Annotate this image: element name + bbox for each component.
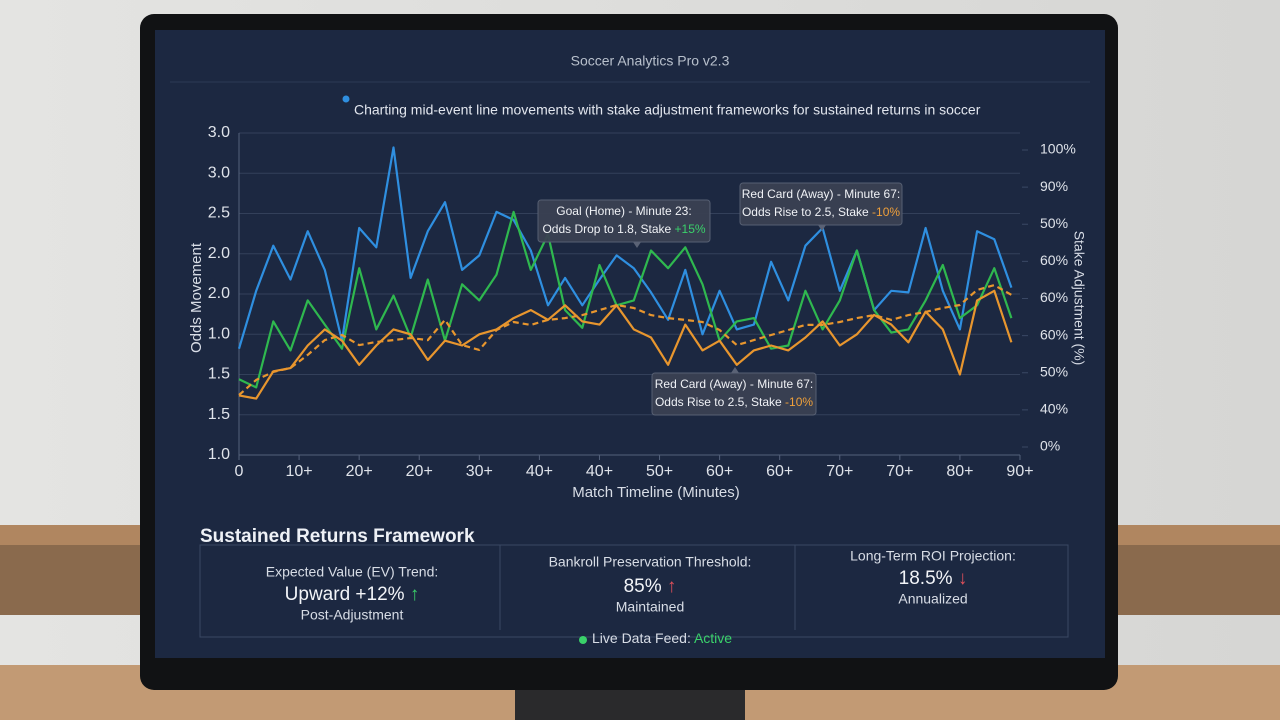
x-tick-label: 20+ [346, 463, 373, 480]
app-title: Soccer Analytics Pro v2.3 [571, 53, 730, 69]
annotation-title: Red Card (Away) - Minute 67: [655, 377, 814, 391]
annotation-title: Red Card (Away) - Minute 67: [742, 187, 901, 201]
series-line [238, 210, 1013, 389]
series-line [238, 289, 1013, 400]
y-tick-label: 1.5 [208, 406, 230, 423]
x-tick-label: 80+ [946, 463, 973, 480]
x-tick-label: 60+ [766, 463, 793, 480]
y2-tick-label: 50% [1040, 363, 1068, 379]
x-tick-label: 10+ [286, 463, 313, 480]
annotation: Goal (Home) - Minute 23: Odds Drop to 1.8… [537, 199, 711, 248]
annotation-stake: -10% [785, 395, 813, 409]
y-tick-label: 2.5 [208, 205, 230, 222]
card-note: Annualized [898, 591, 967, 607]
annotation-pointer [731, 367, 739, 373]
y-tick-label: 1.5 [208, 366, 230, 383]
annotation-detail: Odds Drop to 1.8, Stake +15% [542, 222, 705, 236]
y2-tick-label: 60% [1040, 252, 1068, 268]
card-label: Expected Value (EV) Trend: [266, 564, 439, 580]
card-note: Maintained [616, 599, 685, 615]
x-tick-label: 70+ [826, 463, 853, 480]
card-label: Bankroll Preservation Threshold: [549, 554, 752, 570]
y2-tick-label: 0% [1040, 438, 1060, 454]
y2-tick-label: 40% [1040, 401, 1068, 417]
card-value-text: 85% [624, 576, 662, 597]
card-arrow: ↓ [958, 568, 968, 589]
y2-tick-label: 60% [1040, 326, 1068, 342]
subtitle-dot [342, 95, 350, 103]
annotation-detail-text: Odds Rise to 2.5, Stake [742, 205, 872, 219]
annotation-detail: Odds Rise to 2.5, Stake -10% [742, 205, 900, 219]
x-axis-label: Match Timeline (Minutes) [572, 484, 740, 501]
footer-status: Active [694, 630, 732, 646]
chart: 1.0 1.5 1.5 1.0 2.0 2.0 2.5 3.0 3.0 0% 40% 50% 60% 60… [208, 124, 1076, 480]
live-dot [579, 636, 587, 644]
y-tick-label: 1.0 [208, 446, 230, 463]
x-tick-label: 70+ [886, 463, 913, 480]
y-tick-label: 2.0 [208, 285, 230, 302]
series-line [237, 146, 1013, 350]
x-tick-label: 90+ [1006, 463, 1033, 480]
y-tick-label: 3.0 [208, 164, 230, 181]
x-tick-label: 20+ [406, 463, 433, 480]
annotation-detail-text: Odds Drop to 1.8, Stake [542, 222, 674, 236]
annotation-pointer [818, 225, 826, 231]
annotation-box [537, 199, 711, 243]
footer: Live Data Feed: Active [592, 630, 732, 646]
card-value: 85% ↑ [624, 576, 677, 597]
card-value: 18.5% ↓ [899, 568, 968, 589]
card-note: Post-Adjustment [301, 607, 404, 623]
x-tick-label: 0 [235, 463, 244, 480]
annotation-title: Goal (Home) - Minute 23: [556, 204, 691, 218]
footer-label: Live Data Feed: [592, 630, 694, 646]
y2-tick-label: 60% [1040, 289, 1068, 305]
annotation-stake: +15% [675, 222, 706, 236]
y-tick-label: 1.0 [208, 325, 230, 342]
y2-tick-label: 100% [1040, 141, 1076, 157]
y-tick-label: 3.0 [208, 124, 230, 141]
card-value-text: Upward +12% [285, 584, 405, 605]
annotation-detail: Odds Rise to 2.5, Stake -10% [655, 395, 813, 409]
card-value-text: 18.5% [899, 568, 953, 589]
annotation-stake: -10% [872, 205, 900, 219]
series-line [238, 284, 1012, 396]
y2-tick-label: 90% [1040, 178, 1068, 194]
y-axis-label: Odds Movement [188, 242, 205, 353]
card-label: Long-Term ROI Projection: [850, 548, 1016, 564]
x-tick-label: 50+ [646, 463, 673, 480]
y-tick-label: 2.0 [208, 245, 230, 262]
y2-tick-label: 50% [1040, 215, 1068, 231]
x-tick-label: 30+ [466, 463, 493, 480]
x-tick-label: 40+ [526, 463, 553, 480]
framework-panel [199, 544, 1069, 638]
framework-title: Sustained Returns Framework [200, 526, 475, 547]
y2-axis-label: Stake Adjustment (%) [1071, 231, 1087, 366]
annotation: Red Card (Away) - Minute 67: Odds Rise to… [651, 367, 817, 416]
annotation-pointer [633, 242, 641, 248]
card-arrow: ↑ [410, 584, 420, 605]
x-tick-label: 60+ [706, 463, 733, 480]
screen [155, 30, 1105, 658]
annotation: Red Card (Away) - Minute 67: Odds Rise to… [739, 182, 903, 231]
x-tick-label: 40+ [586, 463, 613, 480]
card-value: Upward +12% ↑ [285, 584, 420, 605]
subtitle: Charting mid-event line movements with s… [354, 102, 981, 118]
annotation-detail-text: Odds Rise to 2.5, Stake [655, 395, 785, 409]
card-arrow: ↑ [667, 576, 677, 597]
